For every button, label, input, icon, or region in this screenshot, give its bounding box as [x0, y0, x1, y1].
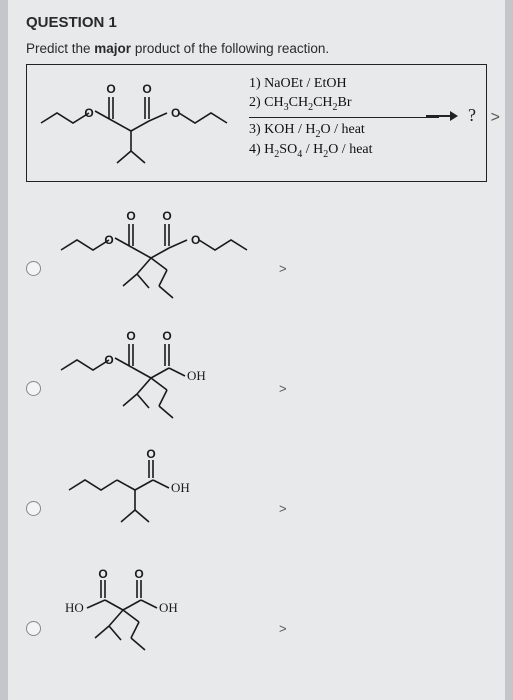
option-b[interactable]: O O O OH — [26, 328, 487, 428]
radio-b[interactable] — [26, 381, 41, 396]
option-c[interactable]: O OH > — [26, 448, 487, 548]
atom-o: O — [142, 82, 151, 96]
prompt-bold: major — [94, 41, 131, 56]
svg-text:O: O — [146, 447, 155, 461]
reaction-arrow — [426, 115, 456, 117]
svg-text:O: O — [126, 209, 135, 223]
question-prompt: Predict the major product of the followi… — [26, 41, 487, 56]
atom-o: O — [84, 106, 93, 120]
structure-a: O O O O — [55, 208, 275, 308]
svg-text:O: O — [134, 567, 143, 581]
svg-text:O: O — [191, 233, 200, 247]
svg-text:O: O — [126, 329, 135, 343]
question-number: QUESTION 1 — [26, 14, 487, 31]
structure-d: HO O O OH — [55, 568, 275, 668]
prompt-pre: Predict the — [26, 41, 94, 56]
option-a[interactable]: O O O O — [26, 208, 487, 308]
condition-1: 1) NaOEt / EtOH — [249, 75, 489, 94]
radio-c[interactable] — [26, 501, 41, 516]
chevron-right-icon: > — [491, 109, 500, 127]
product-placeholder: ? — [468, 105, 476, 126]
svg-text:O: O — [104, 353, 113, 367]
chevron-icon: > — [279, 381, 287, 396]
chevron-icon: > — [279, 501, 287, 516]
svg-text:OH: OH — [159, 600, 178, 615]
radio-d[interactable] — [26, 621, 41, 636]
svg-text:O: O — [162, 329, 171, 343]
arrow-divider — [249, 117, 439, 118]
reaction-box: O O O O — [26, 64, 487, 182]
chevron-icon: > — [279, 621, 287, 636]
prompt-post: product of the following reaction. — [131, 41, 329, 56]
radio-a[interactable] — [26, 261, 41, 276]
structure-c: O OH — [55, 448, 275, 548]
svg-text:O: O — [162, 209, 171, 223]
starting-material: O O O O — [33, 79, 233, 169]
chevron-icon: > — [279, 261, 287, 276]
svg-text:O: O — [98, 567, 107, 581]
svg-text:HO: HO — [65, 600, 84, 615]
atom-o: O — [171, 106, 180, 120]
condition-3: 3) KOH / H2O / heat — [249, 121, 489, 141]
answer-options: O O O O — [26, 208, 487, 668]
structure-b: O O O OH — [55, 328, 275, 428]
svg-text:OH: OH — [171, 480, 190, 495]
option-d[interactable]: HO O O OH — [26, 568, 487, 668]
condition-4: 4) H2SO4 / H2O / heat — [249, 141, 489, 161]
atom-o: O — [106, 82, 115, 96]
svg-text:O: O — [104, 233, 113, 247]
svg-text:OH: OH — [187, 368, 206, 383]
